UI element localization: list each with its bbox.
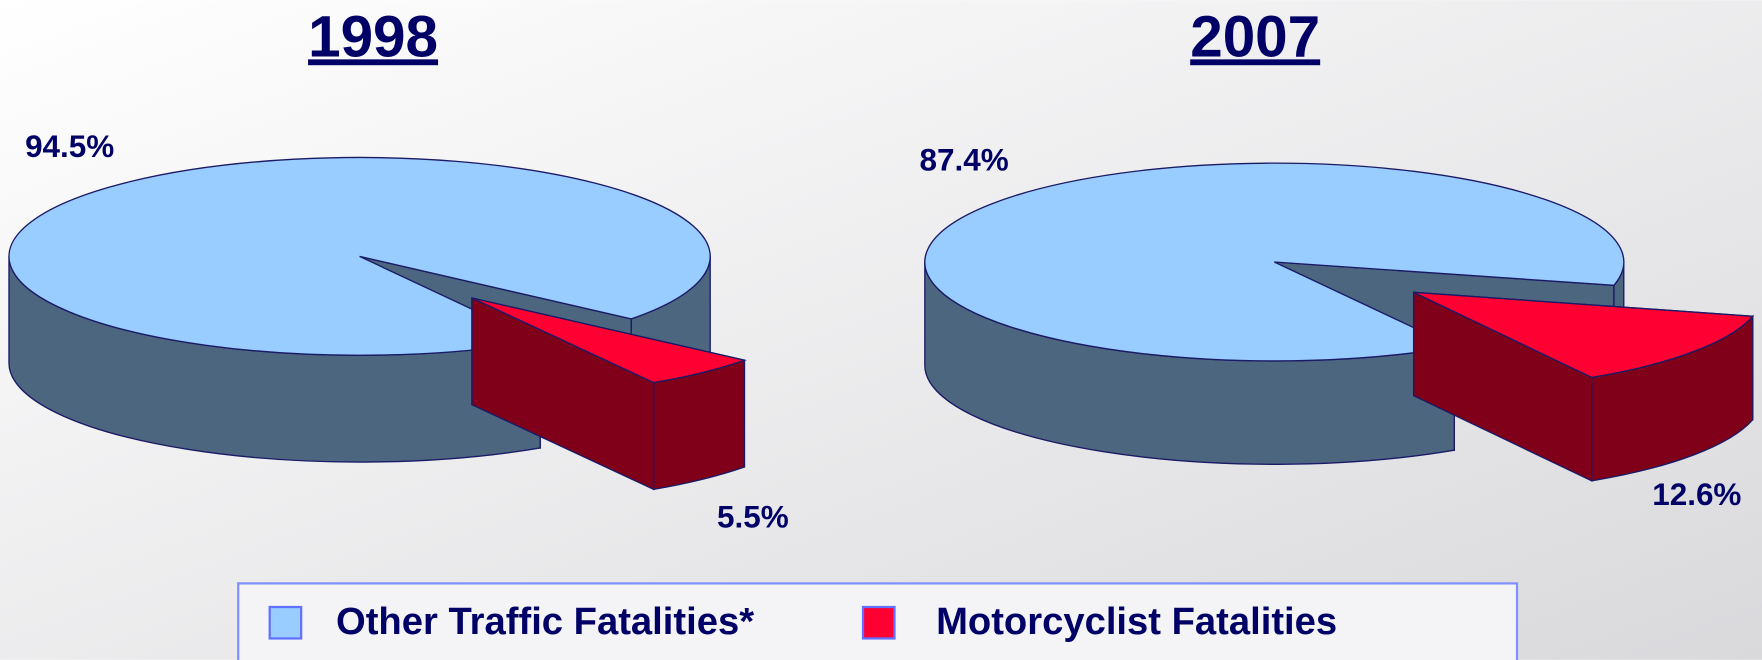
value-label: 87.4%: [920, 142, 1009, 177]
legend-label: Other Traffic Fatalities*: [336, 600, 754, 643]
chart-title: 1998: [308, 4, 438, 69]
legend-swatch: [861, 605, 896, 640]
chart-title: 2007: [1190, 4, 1320, 69]
slice-top: [8, 156, 711, 356]
legend-label: Motorcyclist Fatalities: [936, 600, 1337, 643]
legend-swatch: [268, 605, 303, 640]
value-label: 94.5%: [25, 129, 114, 164]
slice-top: [471, 297, 747, 384]
value-label: 12.6%: [1652, 477, 1741, 512]
slice-top: [924, 162, 1625, 362]
value-label: 5.5%: [717, 500, 789, 535]
slice-top: [1413, 291, 1755, 379]
